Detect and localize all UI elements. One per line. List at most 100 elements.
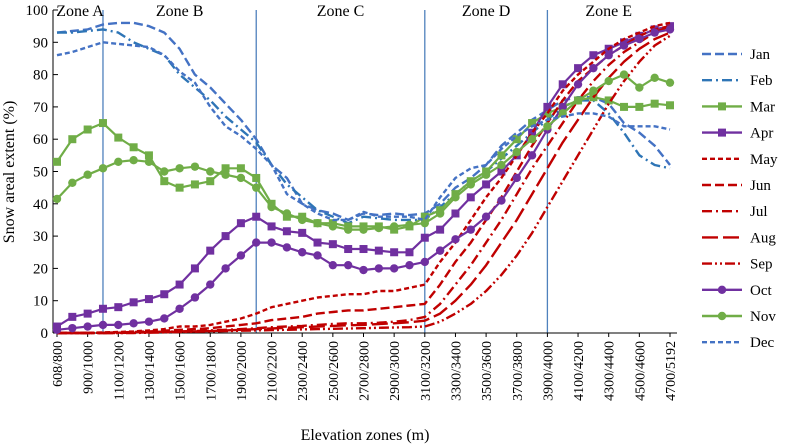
data-point	[574, 64, 583, 73]
data-point	[619, 41, 629, 50]
data-point	[52, 325, 62, 334]
data-point	[252, 183, 261, 192]
data-point	[221, 170, 230, 179]
data-point	[114, 157, 123, 167]
legend-item-jun: Jun	[702, 178, 771, 194]
data-point	[144, 295, 153, 304]
data-point	[252, 173, 261, 182]
data-point	[190, 162, 200, 171]
data-point	[420, 233, 429, 242]
x-tick-label: 2900/3000	[388, 341, 403, 401]
data-point	[129, 155, 138, 165]
y-ticks: 0 10 20 30 40 50 60 70 80 90 100	[26, 3, 58, 342]
data-point	[650, 28, 659, 37]
data-point	[236, 219, 245, 228]
legend-label: Apr	[750, 126, 773, 142]
data-point	[144, 151, 153, 160]
x-tick-label: 4700/5192	[664, 341, 679, 401]
series-oct	[52, 25, 675, 334]
legend-item-jan: Jan	[702, 47, 770, 63]
zone-label: Zone E	[585, 3, 632, 20]
x-tick-label: 1700/1800	[204, 341, 219, 401]
data-point	[359, 225, 368, 234]
data-point	[374, 264, 384, 273]
x-tick-label: 1900/2000	[235, 341, 250, 401]
legend-marker	[718, 102, 726, 111]
data-point	[175, 183, 184, 192]
x-tick-label: 3100/3200	[419, 341, 434, 401]
legend-item-mar: Mar	[702, 99, 775, 115]
data-point	[466, 193, 475, 202]
data-point	[83, 322, 92, 331]
x-tick-label: 3900/4000	[541, 341, 556, 401]
data-point	[589, 63, 598, 73]
series-nov	[52, 70, 675, 234]
legend-label: Mar	[750, 99, 775, 115]
data-point	[497, 167, 506, 176]
data-point	[497, 151, 506, 160]
legend-label: May	[750, 152, 778, 168]
x-axis-title: Elevation zones (m)	[301, 427, 430, 444]
x-tick-label: 4500/4600	[633, 341, 648, 401]
data-point	[160, 167, 169, 176]
series-line-aug	[57, 31, 671, 335]
data-point	[481, 212, 491, 221]
data-point	[558, 102, 567, 112]
data-point	[98, 119, 107, 128]
data-point	[405, 248, 414, 257]
x-tick-label: 2300/2400	[296, 341, 311, 401]
legend-marker	[717, 285, 727, 294]
data-point	[389, 222, 399, 231]
series-sep	[57, 34, 671, 335]
zone-label: Zone B	[156, 3, 204, 20]
data-point	[252, 238, 261, 247]
data-point	[436, 225, 445, 234]
data-point	[512, 173, 521, 183]
legend-item-aug: Aug	[702, 230, 776, 246]
data-point	[374, 246, 383, 255]
series-line-jun	[57, 24, 671, 335]
data-point	[619, 70, 629, 79]
data-point	[543, 122, 552, 131]
data-point	[389, 264, 399, 273]
data-point	[359, 265, 368, 275]
data-point	[374, 223, 384, 233]
data-point	[650, 73, 659, 83]
data-point	[129, 319, 138, 328]
x-tick-label: 1500/1600	[174, 341, 189, 401]
data-point	[114, 133, 123, 142]
legend-item-oct: Oct	[702, 283, 772, 299]
data-point	[129, 298, 138, 307]
zone-label: Zone D	[462, 3, 510, 20]
legend-item-jul: Jul	[702, 204, 768, 220]
x-tick-label: 2100/2200	[266, 341, 281, 401]
data-point	[573, 96, 583, 105]
series-line-dec	[56, 41, 671, 222]
data-point	[497, 160, 506, 170]
x-tick-label: 2700/2800	[358, 341, 373, 401]
data-point	[221, 232, 230, 241]
data-point	[497, 196, 506, 205]
y-tick-label: 70	[33, 100, 48, 116]
legend-item-feb: Feb	[702, 73, 773, 89]
data-point	[206, 177, 215, 186]
data-point	[589, 51, 598, 60]
data-point	[298, 248, 307, 257]
series-lines	[52, 21, 675, 335]
data-point	[482, 180, 491, 189]
y-tick-label: 0	[41, 326, 49, 342]
data-point	[68, 135, 77, 144]
x-tick-label: 2500/2600	[327, 341, 342, 401]
data-point	[650, 99, 659, 108]
y-axis-title: Snow areal extent (%)	[1, 101, 18, 244]
data-point	[53, 157, 61, 166]
legend: Jan Feb Mar Apr May Jun Jul Aug Sep Oct Nov Dec	[702, 47, 778, 351]
data-point	[83, 309, 92, 318]
data-point	[620, 102, 629, 111]
legend-label: Oct	[750, 283, 772, 299]
data-point	[98, 320, 108, 330]
legend-marker	[717, 311, 727, 321]
data-point	[573, 80, 583, 89]
legend-label: Dec	[750, 335, 774, 351]
